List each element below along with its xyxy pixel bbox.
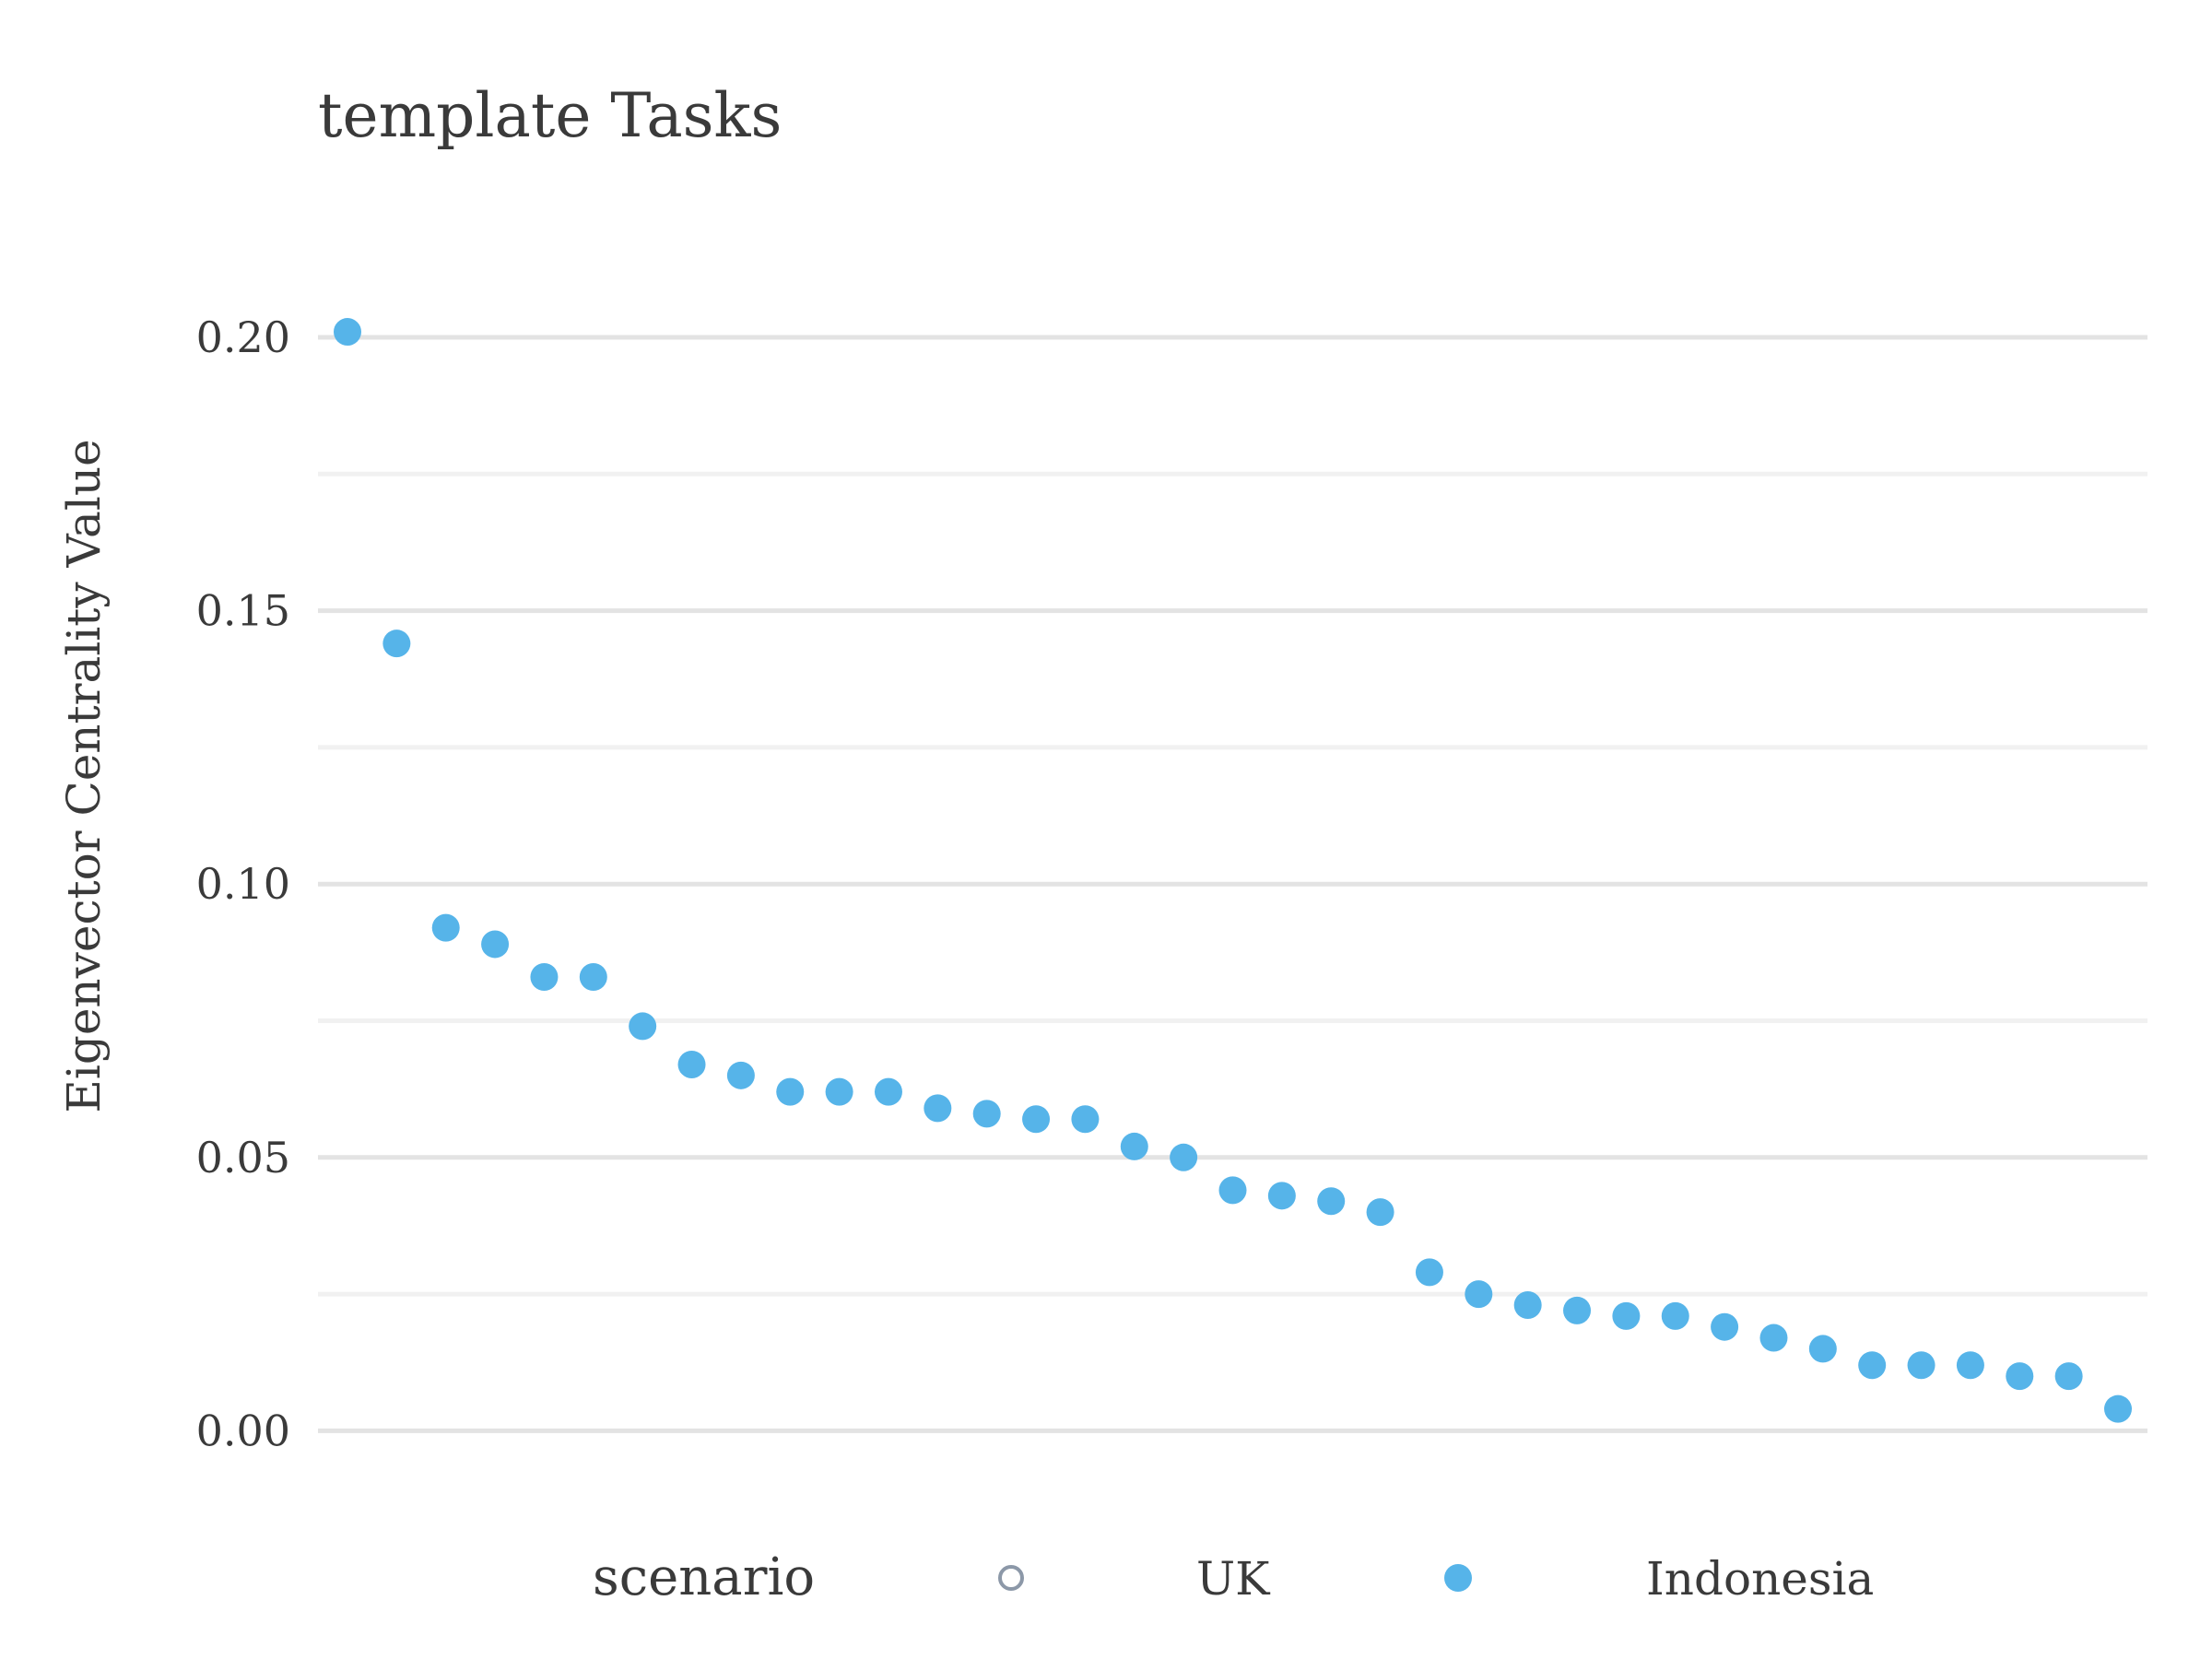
data-point-indonesia	[776, 1077, 805, 1106]
data-points	[334, 318, 2132, 1423]
data-point-indonesia	[1465, 1280, 1493, 1309]
data-point-indonesia	[1513, 1290, 1542, 1319]
y-tick-label: 0.05	[196, 1133, 290, 1182]
data-point-indonesia	[1563, 1296, 1592, 1324]
data-point-indonesia	[629, 1012, 657, 1041]
y-tick-label: 0.15	[196, 586, 290, 636]
legend-uk-label: UK	[1196, 1552, 1271, 1606]
data-point-indonesia	[2104, 1394, 2132, 1423]
chart-title: template Tasks	[318, 80, 782, 151]
data-point-indonesia	[1661, 1301, 1689, 1330]
legend: scenario UK Indonesia	[593, 1547, 1874, 1607]
data-point-indonesia	[2054, 1362, 2083, 1391]
y-tick-label: 0.20	[196, 312, 290, 362]
y-tick-label: 0.00	[196, 1406, 290, 1455]
data-point-indonesia	[2006, 1362, 2034, 1391]
data-point-indonesia	[972, 1100, 1001, 1128]
data-point-indonesia	[530, 963, 559, 992]
data-point-indonesia	[1267, 1182, 1296, 1210]
data-point-indonesia	[431, 913, 460, 942]
y-tick-label: 0.10	[196, 859, 290, 909]
grid-lines	[318, 335, 2147, 1433]
data-point-indonesia	[1120, 1132, 1148, 1160]
data-point-indonesia	[726, 1061, 755, 1089]
data-point-indonesia	[579, 963, 607, 992]
data-point-indonesia	[481, 930, 510, 959]
data-point-indonesia	[1366, 1198, 1394, 1227]
data-point-indonesia	[924, 1094, 952, 1123]
y-axis-title: Eigenvector Centrality Value	[57, 439, 111, 1112]
data-point-indonesia	[874, 1077, 902, 1106]
data-point-indonesia	[1808, 1335, 1837, 1363]
data-point-indonesia	[1317, 1187, 1346, 1216]
data-point-indonesia	[1218, 1176, 1247, 1205]
legend-indonesia-label: Indonesia	[1646, 1552, 1874, 1606]
data-point-indonesia	[382, 629, 411, 658]
data-point-indonesia	[1415, 1258, 1443, 1287]
data-point-indonesia	[1612, 1301, 1641, 1330]
data-point-indonesia	[825, 1077, 853, 1106]
legend-title: scenario	[593, 1547, 815, 1607]
data-point-indonesia	[1858, 1351, 1887, 1380]
data-point-indonesia	[1956, 1351, 1984, 1380]
data-point-indonesia	[677, 1050, 706, 1078]
data-point-indonesia	[334, 318, 361, 347]
data-point-indonesia	[1711, 1312, 1739, 1341]
data-point-indonesia	[1071, 1105, 1100, 1134]
legend-uk-marker	[998, 1565, 1024, 1591]
data-point-indonesia	[1170, 1143, 1198, 1171]
y-tick-labels: 0.00 0.05 0.10 0.15 0.20	[196, 312, 290, 1455]
data-point-indonesia	[1907, 1351, 1936, 1380]
data-point-indonesia	[1022, 1105, 1051, 1134]
data-point-indonesia	[1759, 1324, 1788, 1352]
legend-indonesia-marker	[1444, 1564, 1472, 1592]
